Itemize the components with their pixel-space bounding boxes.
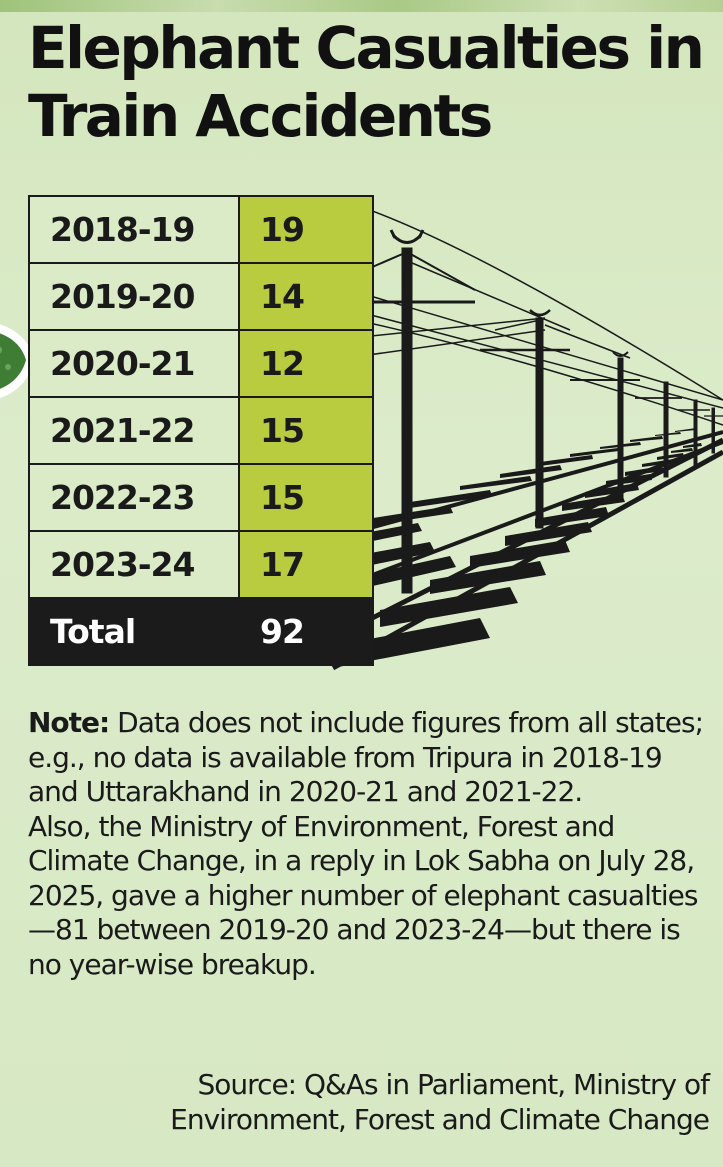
note-paragraph-2: Also, the Ministry of Environment, Fores… [28,809,698,981]
title-line-2: Train Accidents [28,82,493,150]
table-row: 2023-24 17 [28,530,374,599]
total-row: Total 92 [28,597,374,666]
year-cell: 2019-20 [28,262,240,331]
year-cell: 2018-19 [28,195,240,264]
value-cell: 15 [238,396,374,465]
table-row: 2021-22 15 [28,396,374,465]
table-row: 2020-21 12 [28,329,374,398]
year-cell: 2021-22 [28,396,240,465]
top-foliage-strip [0,0,723,12]
table-row: 2019-20 14 [28,262,374,331]
leaf-decoration [0,324,35,399]
page-title: Elephant Casualties in Train Accidents [28,14,708,150]
year-cell: 2022-23 [28,463,240,532]
value-cell: 17 [238,530,374,599]
note-paragraph-1: Note: Data does not include figures from… [28,706,708,810]
note-body-1: Data does not include figures from all s… [28,706,704,808]
electric-poles [340,229,723,594]
source-line-2: Environment, Forest and Climate Change [170,1102,710,1136]
year-cell: 2020-21 [28,329,240,398]
note-label: Note: [28,706,110,739]
year-cell: 2023-24 [28,530,240,599]
value-cell: 19 [238,195,374,264]
value-cell: 14 [238,262,374,331]
casualties-table: 2018-19 19 2019-20 14 2020-21 12 2021-22 15 2022… [28,195,374,666]
note-text: Note: Data does not include figures from… [28,706,708,982]
title-line-1: Elephant Casualties in [28,14,705,82]
value-cell: 15 [238,463,374,532]
total-label: Total [28,597,240,666]
value-cell: 12 [238,329,374,398]
table-row: 2022-23 15 [28,463,374,532]
source-credit: Source: Q&As in Parliament, Ministry of … [89,1068,710,1137]
table-row: 2018-19 19 [28,195,374,264]
source-line-1: Source: Q&As in Parliament, Ministry of [197,1068,710,1101]
total-value: 92 [238,597,374,666]
